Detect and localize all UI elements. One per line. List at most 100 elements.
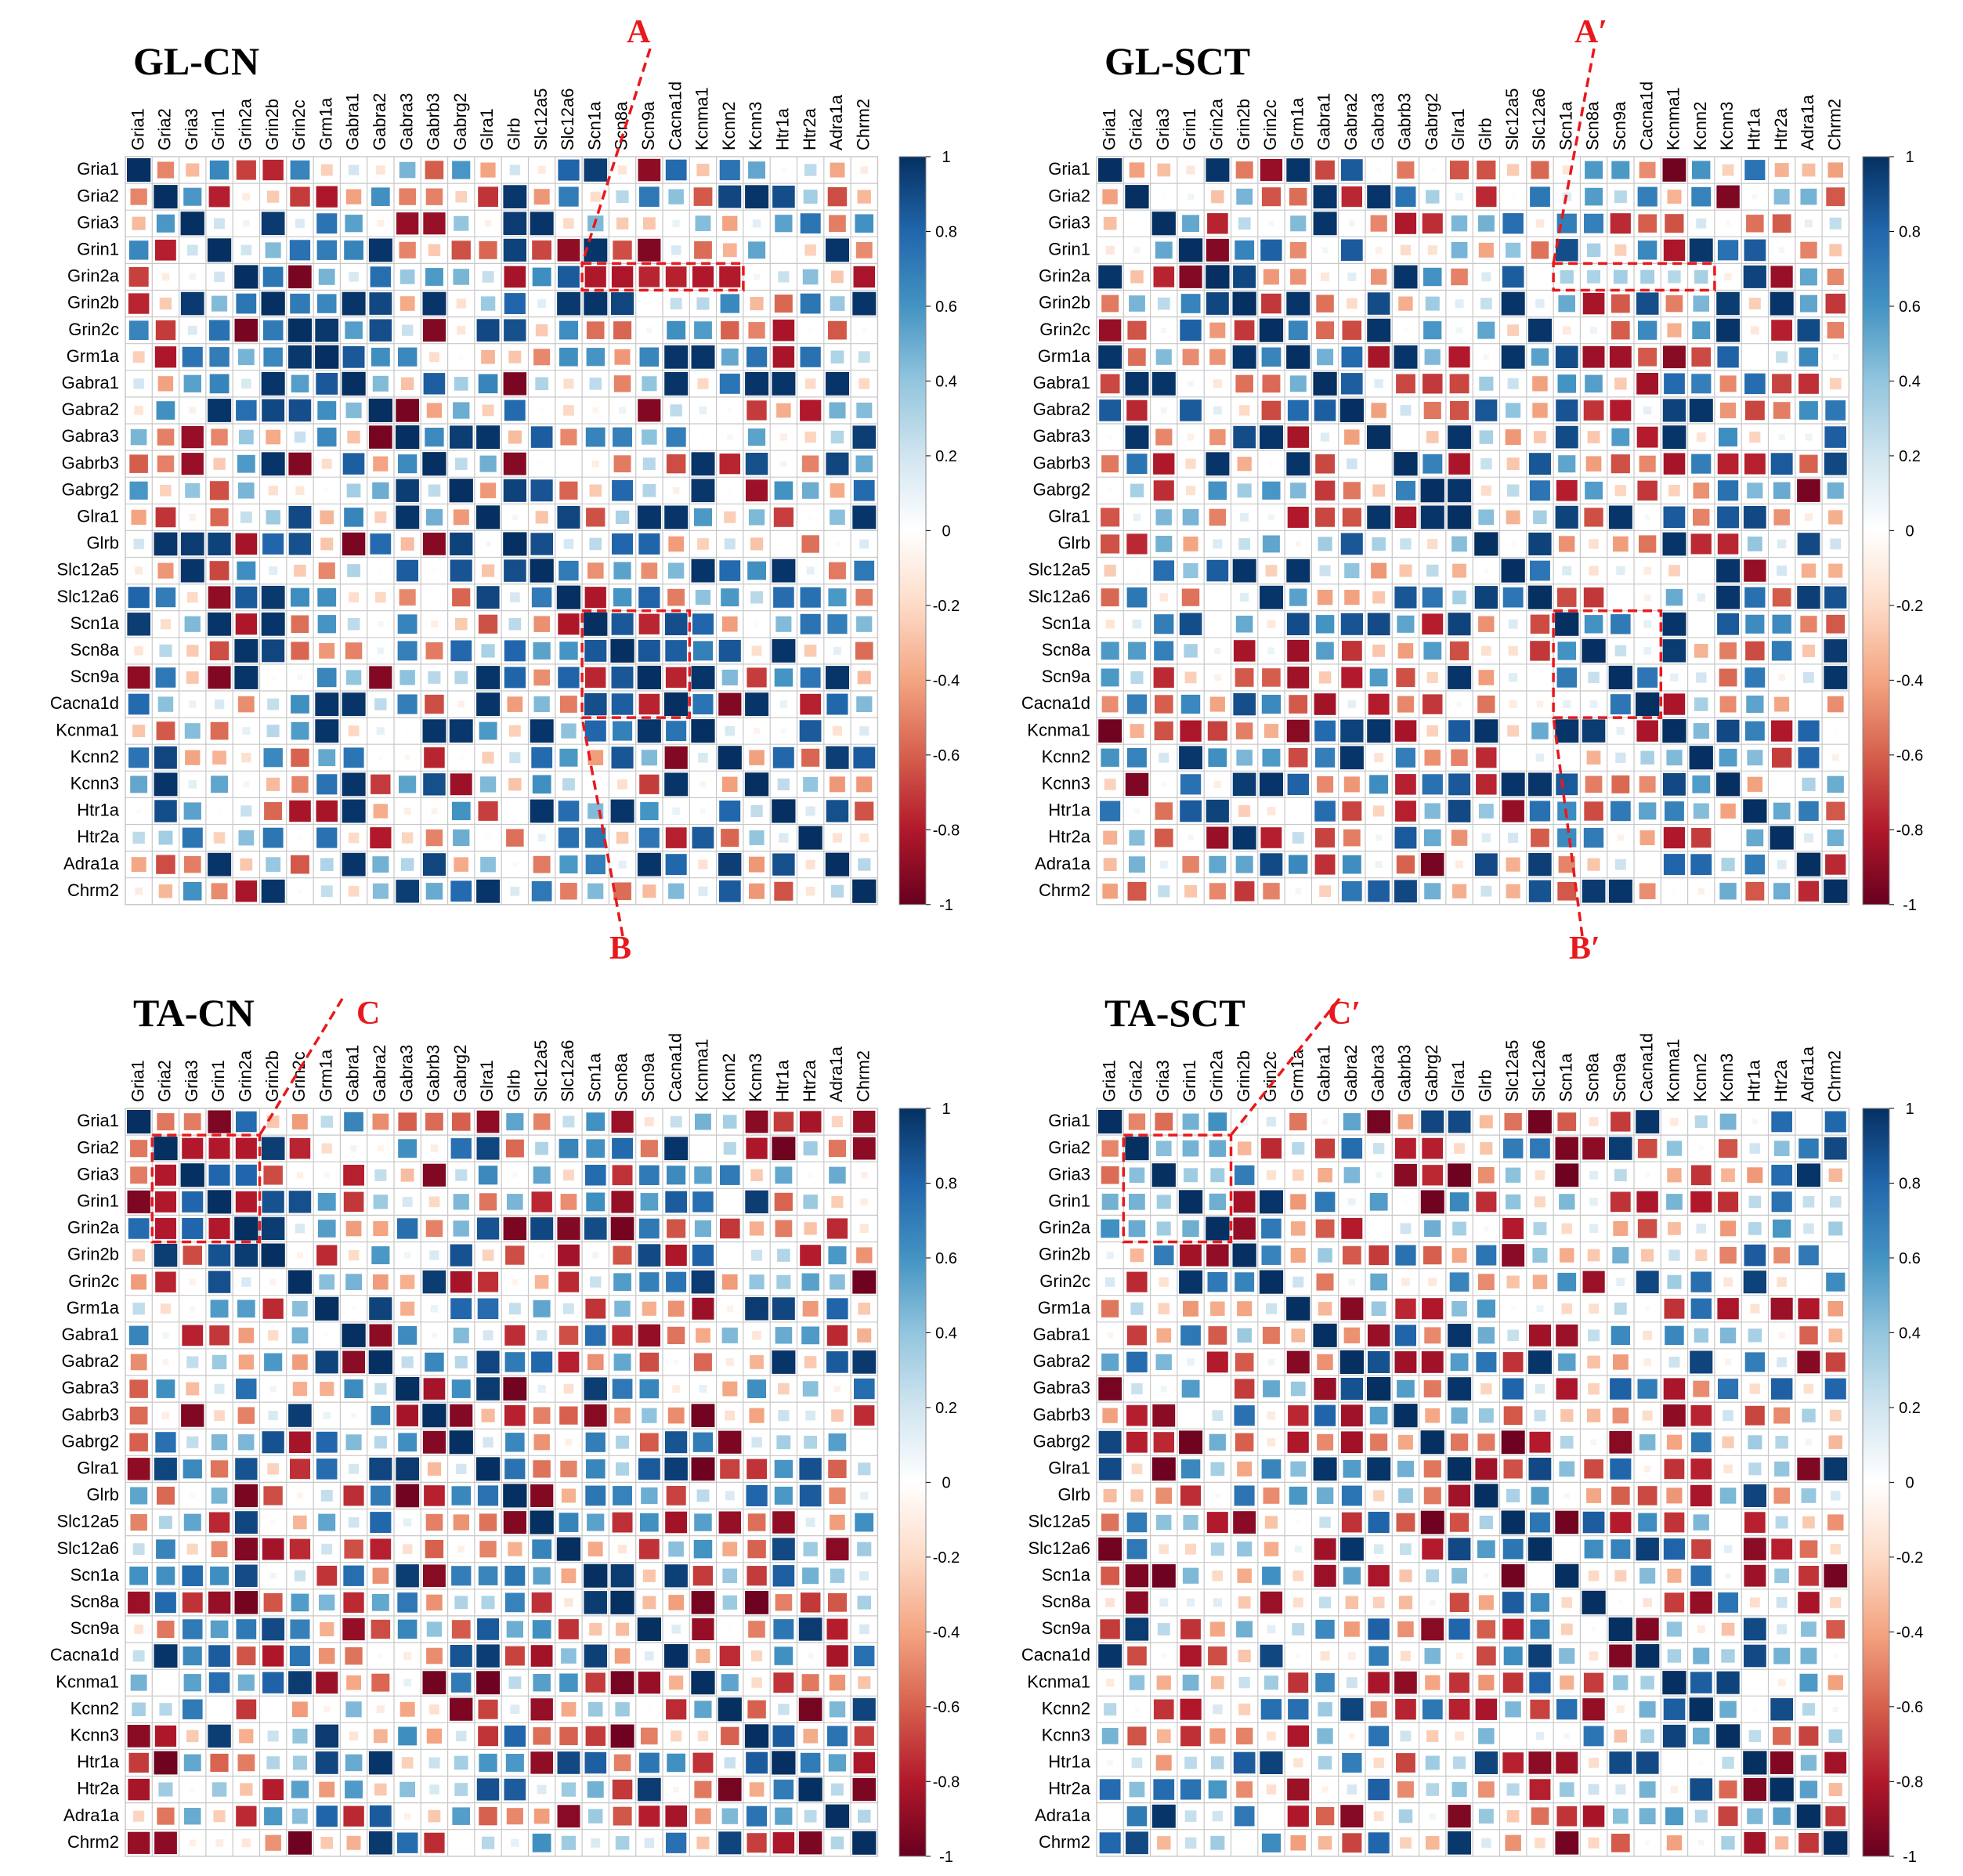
cell-Glrb-Glrb — [503, 1484, 527, 1508]
row-label: Chrm2 — [1039, 1832, 1090, 1852]
cell-Grm1a-Scn1a — [585, 1298, 606, 1319]
cell-Gabra1-Gabra1 — [342, 371, 366, 396]
cell-Gabrb3-Gria3 — [181, 1404, 204, 1427]
cell-Gabra2-Grin2c — [1261, 400, 1282, 421]
cell-Scn1a-Gria2 — [156, 1567, 175, 1585]
cell-Kcnn2-Gria3 — [183, 1699, 203, 1719]
cell-Gabrg2-Glra1 — [480, 483, 497, 499]
cell-Htr1a-Gria3 — [183, 1754, 201, 1772]
cell-Kcnn2-Grin2b — [263, 748, 283, 768]
cell-Chrm2-Scn1a — [591, 1838, 601, 1848]
cell-Gabrb3-Slc12a6 — [559, 1406, 578, 1425]
cell-Gabrg2-Htr2a — [804, 1435, 817, 1449]
cell-Slc12a6-Cacna1d — [1636, 1538, 1659, 1561]
cell-Grin2b-Grin2b — [1232, 1243, 1256, 1267]
cell-Grin2c-Gabra3 — [1367, 318, 1391, 342]
cell-Gria1-Htr1a — [1752, 1119, 1758, 1125]
cell-Grin2b-Kcnma1 — [696, 297, 710, 310]
row-label: Gabra1 — [62, 1325, 119, 1344]
cell-Gria1-Scn8a — [1589, 1117, 1599, 1126]
cell-Gabra3-Grm1a — [1290, 1381, 1306, 1397]
callout-box — [1552, 262, 1716, 292]
cell-Gabra1-Adra1a — [1799, 1326, 1818, 1345]
cell-Scn8a-Kcnma1 — [692, 641, 713, 661]
cell-Gabrg2-Gria3 — [186, 1436, 199, 1448]
column-label: Scn8a — [1583, 1053, 1603, 1102]
cell-Grin2b-Cacna1d — [665, 1245, 687, 1267]
cell-Gabra3-Kcnn2 — [722, 1381, 738, 1397]
cell-Gabra1-Slc12a5 — [536, 1330, 548, 1341]
cell-Slc12a5-Gabra2 — [1341, 1512, 1362, 1533]
cell-Chrm2-Kcnn2 — [718, 1831, 742, 1855]
cell-Grm1a-Grin2c — [1266, 1303, 1277, 1314]
cell-Kcnn2-Gabra2 — [1340, 1697, 1364, 1721]
cell-Cacna1d-Gria2 — [1127, 1646, 1147, 1666]
cell-Gria2-Gria3 — [1162, 194, 1166, 199]
cell-Adra1a-Kcnn3 — [747, 1806, 768, 1827]
cell-Scn8a-Chrm2 — [1824, 639, 1848, 663]
cell-Glra1-Gabrb3 — [427, 1462, 442, 1476]
cell-Grin2a-Cacna1d — [1637, 1219, 1658, 1238]
cell-Grin2b-Gria3 — [1157, 297, 1170, 310]
cell-Gabra2-Slc12a6 — [563, 405, 574, 416]
row-label: Grin1 — [77, 239, 119, 258]
cell-Kcnn3-Htr1a — [772, 1725, 795, 1748]
cell-Adra1a-Slc12a5 — [533, 855, 551, 873]
column-label: Gabrg2 — [1422, 93, 1441, 150]
column-label: Scn9a — [1610, 101, 1629, 150]
cell-Htr2a-Glra1 — [1451, 830, 1468, 846]
cell-Grm1a-Gabrg2 — [450, 1298, 472, 1320]
cell-Kcnn3-Grin2b — [1236, 1727, 1253, 1744]
cell-Gabra3-Slc12a6 — [1535, 1383, 1545, 1394]
cell-Gabra3-Grin2c — [292, 1382, 308, 1397]
cell-Glra1-Slc12a5 — [1506, 510, 1520, 525]
cell-Glra1-Htr1a — [774, 1459, 793, 1478]
cell-Gabra2-Kcnma1 — [1662, 399, 1686, 422]
cell-Kcnn3-Htr1a — [1747, 776, 1763, 792]
cell-Scn8a-Kcnma1 — [691, 1591, 715, 1614]
cell-Grin2b-Glrb — [505, 1245, 525, 1265]
cell-Cacna1d-Gabra1 — [342, 692, 366, 716]
row-label: Slc12a5 — [1028, 560, 1090, 580]
cell-Scn1a-Gria3 — [1151, 1563, 1176, 1588]
cell-Kcnma1-Gabrg2 — [1426, 725, 1438, 737]
cell-Gabrg2-Cacna1d — [665, 1431, 688, 1454]
cell-Gabra2-Grin2b — [262, 399, 285, 422]
cell-Gabra3-Gria1 — [129, 1379, 148, 1398]
cell-Gria1-Slc12a6 — [558, 159, 580, 181]
cell-Gabra2-Scn1a — [592, 407, 598, 414]
cell-Htr2a-Htr2a — [798, 1777, 822, 1802]
column-label: Htr1a — [1744, 107, 1764, 150]
cell-Gria2-Gria2 — [1125, 185, 1149, 209]
cell-Chrm2-Kcnma1 — [1666, 1835, 1683, 1851]
cell-Adra1a-Scn8a — [1587, 858, 1600, 871]
cell-Cacna1d-Adra1a — [1806, 702, 1811, 707]
cell-Grin2b-Gria3 — [180, 291, 204, 316]
cell-Htr2a-Gabra2 — [374, 1783, 387, 1796]
cell-Scn1a-Glra1 — [1451, 1567, 1467, 1584]
cell-Grm1a-Chrm2 — [1832, 354, 1839, 360]
cell-Glra1-Grin2a — [1209, 508, 1227, 526]
cell-Gabra1-Htr1a — [1748, 1328, 1762, 1343]
row-label: Slc12a6 — [56, 587, 119, 606]
cell-Slc12a5-Gabra2 — [370, 1512, 392, 1533]
cell-Slc12a5-Slc12a5 — [530, 558, 554, 583]
cell-Gabra3-Gria1 — [1108, 435, 1112, 439]
row-label: Gabra2 — [1033, 399, 1090, 419]
cell-Htr1a-Grin2b — [1238, 805, 1251, 817]
cell-Glrb-Scn9a — [641, 1487, 658, 1505]
cell-Gria3-Slc12a6 — [1535, 219, 1545, 228]
cell-Gabra2-Grin2b — [264, 1353, 283, 1372]
cell-Gria3-Kcnma1 — [694, 1166, 712, 1184]
cell-Cacna1d-Grin2a — [1209, 696, 1225, 712]
cell-Gria2-Grin2a — [1209, 1140, 1227, 1157]
cell-Slc12a6-Grin2b — [261, 585, 285, 609]
cell-Cacna1d-Htr2a — [800, 693, 822, 715]
cell-Slc12a5-Kcnn2 — [718, 1511, 741, 1534]
cell-Scn1a-Kcnn3 — [747, 1566, 767, 1586]
cell-Scn8a-Grm1a — [319, 1594, 335, 1610]
cell-Kcnn3-Gria2 — [1125, 772, 1149, 796]
cell-Glrb-Kcnn3 — [750, 537, 764, 551]
cell-Scn1a-Scn8a — [1584, 615, 1603, 634]
cell-Scn1a-Gabrb3 — [431, 620, 438, 628]
